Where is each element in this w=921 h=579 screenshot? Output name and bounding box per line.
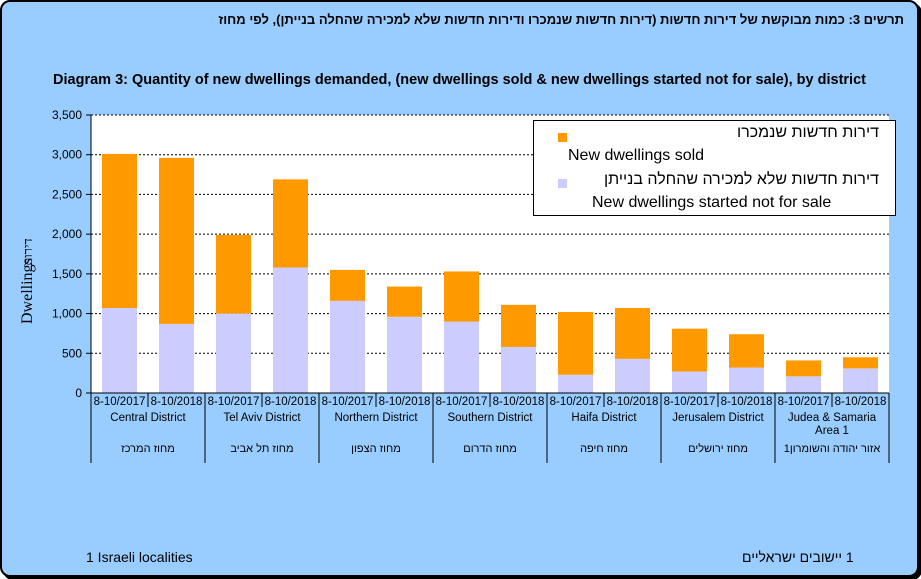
x-district-label: Judea & Samaria	[788, 412, 877, 424]
y-tick-label: 500	[62, 346, 82, 360]
y-tick-label: 1,500	[52, 267, 82, 281]
bar-sold	[444, 271, 479, 322]
bar-sold	[558, 311, 593, 375]
bar-sold	[159, 157, 194, 324]
bar-not-for-sale	[330, 300, 365, 393]
x-period-label: 8-10/2017	[778, 396, 830, 408]
bar-not-for-sale	[729, 367, 764, 393]
bar-sold	[729, 334, 764, 368]
x-period-label: 8-10/2017	[322, 396, 374, 408]
bar-sold	[273, 179, 308, 268]
bar-sold	[330, 269, 365, 301]
bar-sold	[843, 357, 878, 369]
bar-not-for-sale	[273, 267, 308, 393]
legend-label-sold-hebrew: דירות חדשות שנמכרו	[737, 124, 879, 141]
bar-not-for-sale	[615, 358, 650, 393]
x-period-label: 8-10/2018	[151, 396, 203, 408]
bar-not-for-sale	[444, 321, 479, 393]
x-district-label-hebrew: אזור יהודה והשומרון1	[784, 443, 881, 455]
bar-not-for-sale	[387, 316, 422, 393]
footnote: 1 Israeli localities	[86, 549, 193, 565]
bar-not-for-sale	[672, 371, 707, 393]
x-period-label: 8-10/2017	[436, 396, 488, 408]
x-district-label-hebrew: מחוז תל אביב	[230, 442, 293, 455]
bar-sold	[672, 328, 707, 372]
bar-sold	[216, 234, 251, 314]
x-period-label: 8-10/2017	[94, 396, 146, 408]
bar-sold	[387, 286, 422, 317]
y-axis-title-hebrew: דירות	[20, 238, 35, 265]
x-period-label: 8-10/2018	[493, 396, 545, 408]
y-axis-title: Dwellings	[19, 258, 36, 324]
y-tick-label: 2,000	[52, 227, 82, 241]
x-district-label-hebrew: מחוז המרכז	[121, 443, 175, 455]
y-tick-label: 2,500	[52, 187, 82, 201]
bar-sold	[786, 360, 821, 377]
bar-not-for-sale	[102, 308, 137, 393]
x-district-label: Haifa District	[571, 412, 637, 424]
x-district-label-hebrew: מחוז חיפה	[580, 443, 628, 455]
bar-sold	[615, 308, 650, 359]
x-period-label: 8-10/2018	[607, 396, 659, 408]
x-period-label: 8-10/2017	[664, 396, 716, 408]
bar-sold	[501, 304, 536, 347]
x-period-label: 8-10/2017	[208, 396, 260, 408]
x-period-label: 8-10/2018	[721, 396, 773, 408]
x-district-label-hebrew: מחוז ירושלים	[688, 442, 748, 455]
chart-title: Diagram 3: Quantity of new dwellings dem…	[53, 72, 866, 88]
x-period-label: 8-10/2018	[379, 396, 431, 408]
bar-not-for-sale	[159, 323, 194, 393]
legend-swatch-not-for-sale	[558, 179, 567, 188]
bar-not-for-sale	[843, 368, 878, 393]
x-district-label: Northern District	[334, 412, 418, 424]
bar-sold	[102, 153, 137, 309]
x-district-label: Central District	[110, 412, 186, 424]
y-tick-label: 3,500	[52, 108, 82, 122]
bar-not-for-sale	[558, 374, 593, 393]
chart-title-hebrew: תרשים 3: כמות מבוקשת של דירות חדשות (דיר…	[218, 12, 904, 27]
x-period-label: 8-10/2018	[835, 396, 887, 408]
bar-not-for-sale	[786, 376, 821, 393]
x-district-label: Tel Aviv District	[223, 412, 301, 424]
bar-not-for-sale	[501, 346, 536, 393]
x-district-label-hebrew: מחוז הדרום	[463, 443, 517, 455]
x-district-label: Jerusalem District	[672, 412, 764, 424]
legend-label-sold: New dwellings sold	[568, 147, 705, 164]
x-period-label: 8-10/2017	[550, 396, 602, 408]
legend-swatch-sold	[558, 133, 567, 142]
y-tick-label: 3,000	[52, 148, 82, 162]
legend-label-not-for-sale: New dwellings started not for sale	[592, 194, 832, 211]
x-district-label: Southern District	[447, 412, 533, 424]
x-district-label-hebrew: מחוז הצפון	[351, 443, 401, 455]
x-district-label: Area 1	[815, 425, 849, 437]
y-tick-label: 0	[75, 386, 82, 400]
bar-not-for-sale	[216, 313, 251, 393]
footnote-hebrew: 1 יישובים ישראליים	[742, 549, 854, 565]
legend-label-not-for-sale-hebrew: דירות חדשות שלא למכירה שהחלה בנייתן	[603, 171, 879, 188]
x-period-label: 8-10/2018	[265, 396, 317, 408]
y-tick-label: 1,000	[52, 307, 82, 321]
chart-legend: דירות חדשות שנמכרו New dwellings sold די…	[533, 120, 896, 216]
